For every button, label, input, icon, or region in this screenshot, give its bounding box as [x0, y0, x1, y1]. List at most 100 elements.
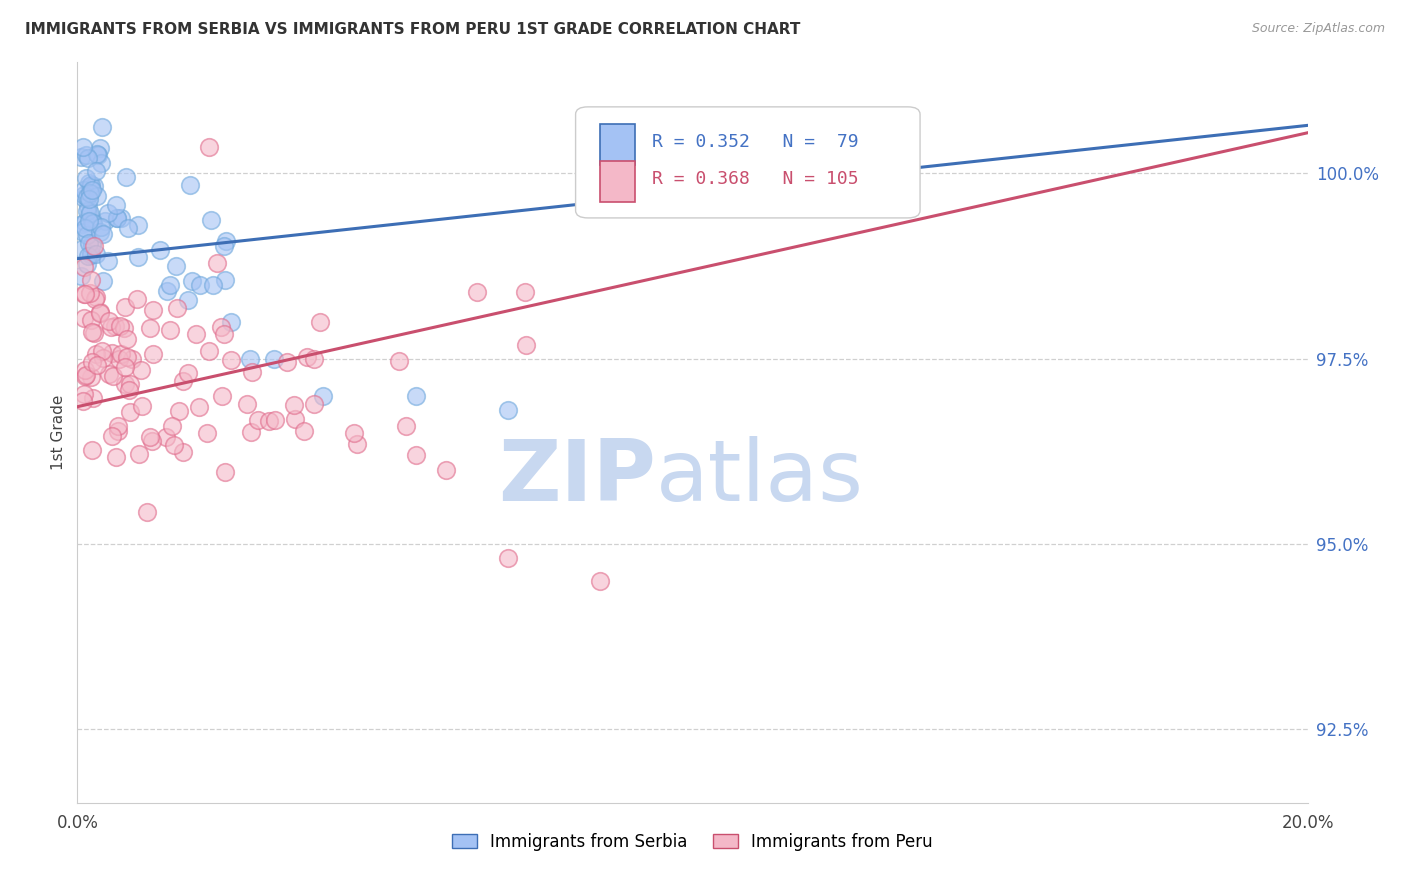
Point	[589, 574, 612, 588]
Point	[90, 155, 112, 169]
Point	[101, 345, 124, 359]
Point	[276, 355, 298, 369]
Point	[73, 183, 96, 197]
Point	[436, 462, 458, 476]
Point	[86, 290, 108, 304]
Point	[136, 504, 159, 518]
Point	[86, 148, 108, 162]
Point	[84, 164, 107, 178]
Point	[200, 212, 222, 227]
Point	[90, 220, 112, 235]
Point	[214, 273, 236, 287]
Point	[75, 369, 97, 384]
Point	[172, 445, 194, 459]
Point	[302, 352, 325, 367]
Text: R = 0.368   N = 105: R = 0.368 N = 105	[652, 169, 859, 188]
Point	[79, 176, 101, 190]
Point	[108, 351, 131, 366]
Point	[105, 211, 128, 226]
Point	[72, 140, 94, 154]
Point	[80, 248, 103, 262]
Point	[165, 259, 187, 273]
Point	[177, 366, 200, 380]
Point	[284, 412, 307, 426]
Point	[94, 214, 117, 228]
Point	[198, 139, 221, 153]
Point	[97, 205, 120, 219]
Point	[515, 285, 537, 300]
Point	[107, 419, 129, 434]
Point	[69, 269, 91, 284]
Point	[246, 413, 269, 427]
Point	[139, 321, 162, 335]
Point	[75, 368, 97, 382]
Point	[91, 227, 114, 241]
Point	[91, 274, 114, 288]
Point	[84, 247, 107, 261]
Point	[129, 363, 152, 377]
Point	[80, 183, 103, 197]
Point	[205, 256, 228, 270]
Point	[80, 313, 103, 327]
Point	[118, 376, 141, 391]
Point	[283, 398, 305, 412]
Point	[101, 429, 124, 443]
Point	[80, 273, 103, 287]
Point	[496, 403, 519, 417]
Point	[180, 274, 202, 288]
Point	[160, 418, 183, 433]
Point	[83, 238, 105, 252]
Point	[114, 321, 136, 335]
Point	[70, 243, 93, 257]
Point	[138, 430, 160, 444]
FancyBboxPatch shape	[600, 124, 634, 165]
Point	[73, 260, 96, 275]
Point	[79, 235, 101, 250]
Point	[114, 300, 136, 314]
Point	[76, 199, 98, 213]
Point	[86, 147, 108, 161]
Point	[80, 247, 103, 261]
Point	[312, 389, 335, 403]
Point	[405, 448, 427, 462]
Point	[77, 214, 100, 228]
Point	[98, 314, 121, 328]
Point	[101, 369, 124, 384]
Point	[98, 367, 121, 381]
FancyBboxPatch shape	[575, 107, 920, 218]
Point	[149, 243, 172, 257]
Point	[235, 397, 257, 411]
Point	[159, 277, 181, 292]
Legend: Immigrants from Serbia, Immigrants from Peru: Immigrants from Serbia, Immigrants from …	[446, 826, 939, 857]
Point	[219, 315, 242, 329]
Point	[128, 447, 150, 461]
Point	[91, 351, 114, 365]
Point	[127, 218, 149, 232]
Point	[167, 404, 190, 418]
Text: Source: ZipAtlas.com: Source: ZipAtlas.com	[1251, 22, 1385, 36]
Point	[79, 186, 101, 200]
Point	[80, 214, 103, 228]
Point	[90, 344, 112, 359]
Point	[114, 170, 136, 185]
Point	[343, 425, 366, 440]
Point	[388, 354, 411, 368]
Point	[214, 465, 236, 479]
Point	[76, 189, 98, 203]
Point	[104, 318, 127, 333]
Point	[114, 377, 136, 392]
FancyBboxPatch shape	[600, 161, 634, 202]
Text: IMMIGRANTS FROM SERBIA VS IMMIGRANTS FROM PERU 1ST GRADE CORRELATION CHART: IMMIGRANTS FROM SERBIA VS IMMIGRANTS FRO…	[25, 22, 800, 37]
Point	[82, 325, 104, 339]
Point	[79, 178, 101, 193]
Point	[127, 292, 149, 306]
Text: R = 0.352   N =  79: R = 0.352 N = 79	[652, 133, 859, 151]
Point	[79, 286, 101, 301]
Point	[295, 350, 318, 364]
Point	[142, 347, 165, 361]
Point	[131, 399, 153, 413]
Point	[76, 204, 98, 219]
Point	[82, 216, 104, 230]
Point	[115, 332, 138, 346]
Text: atlas: atlas	[655, 435, 863, 518]
